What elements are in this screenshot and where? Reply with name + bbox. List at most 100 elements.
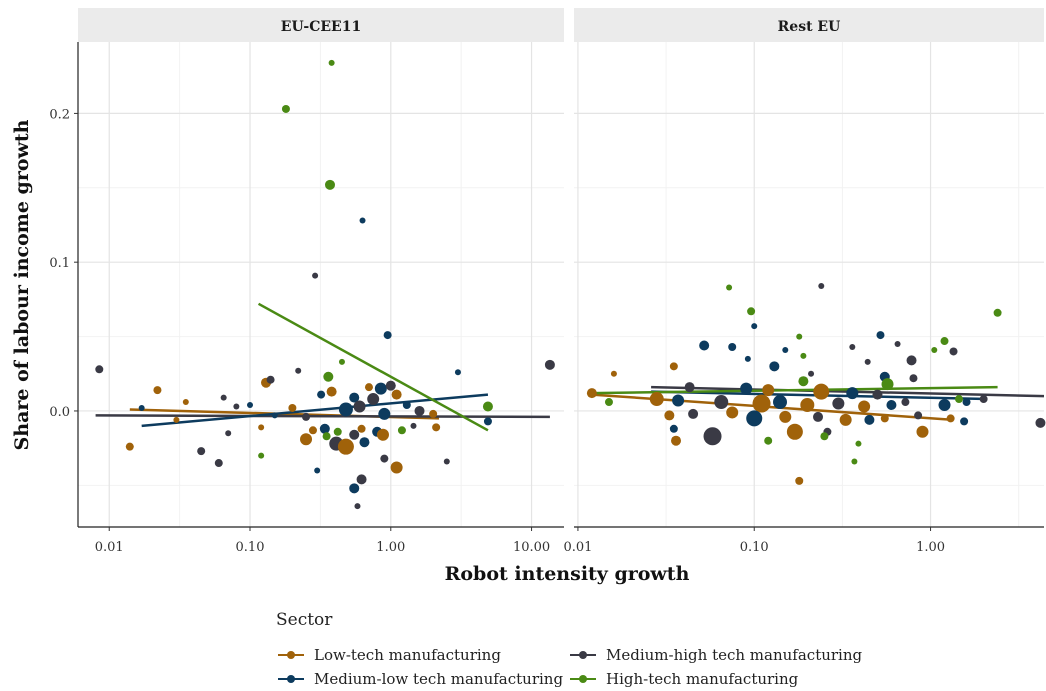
point-medium-low-tech-manufacturing	[846, 387, 859, 400]
point-low-tech-manufacturing	[173, 416, 180, 423]
point-low-tech-manufacturing	[800, 398, 815, 413]
point-medium-low-tech-manufacturing	[483, 417, 492, 426]
trend-line-high-tech-manufacturing	[257, 302, 489, 432]
point-medium-low-tech-manufacturing	[876, 331, 885, 340]
point-medium-high-tech-manufacturing	[818, 282, 825, 289]
point-low-tech-manufacturing	[779, 410, 792, 423]
grid-eu-cee11	[78, 42, 564, 527]
legend-key-medium-high-tech	[568, 644, 598, 666]
point-medium-high-tech-manufacturing	[95, 365, 104, 374]
point-medium-high-tech-manufacturing	[266, 375, 275, 384]
point-low-tech-manufacturing	[357, 424, 366, 433]
plot-area-eu-cee11	[78, 42, 564, 527]
legend-item-low-tech: Low-tech manufacturing	[276, 644, 501, 666]
panel-rest-eu: Rest EU 0.01 0.10 1.00	[563, 8, 1046, 555]
point-medium-high-tech-manufacturing	[414, 405, 425, 416]
strip-rest-eu	[574, 8, 1044, 42]
point-low-tech-manufacturing	[153, 386, 162, 395]
x-ticks-rest-eu: 0.01 0.10 1.00	[563, 527, 945, 555]
point-high-tech-manufacturing	[726, 284, 733, 291]
point-medium-high-tech-manufacturing	[864, 358, 871, 365]
point-medium-high-tech-manufacturing	[225, 430, 232, 437]
point-medium-high-tech-manufacturing	[367, 393, 380, 406]
panel-eu-cee11: EU-CEE11 0.01 0.10 1.00 10.00 0.0 0.1 0.2	[49, 8, 564, 555]
point-low-tech-manufacturing	[258, 424, 265, 431]
point-low-tech-manufacturing	[390, 461, 403, 474]
point-medium-high-tech-manufacturing	[353, 400, 366, 413]
point-low-tech-manufacturing	[649, 392, 664, 407]
legend-key-low-tech	[276, 644, 306, 666]
point-low-tech-manufacturing	[858, 400, 871, 413]
x-tick-label: 1.00	[376, 540, 405, 555]
point-medium-high-tech-manufacturing	[832, 397, 845, 410]
point-low-tech-manufacturing	[326, 386, 337, 397]
point-medium-low-tech-manufacturing	[317, 390, 326, 399]
point-medium-high-tech-manufacturing	[349, 429, 360, 440]
points-rest-eu	[586, 282, 1046, 485]
point-low-tech-manufacturing	[795, 476, 804, 485]
point-high-tech-manufacturing	[764, 436, 773, 445]
point-medium-high-tech-manufacturing	[849, 343, 856, 350]
point-medium-high-tech-manufacturing	[894, 341, 901, 348]
point-medium-high-tech-manufacturing	[703, 427, 722, 446]
point-high-tech-manufacturing	[796, 333, 803, 340]
point-medium-low-tech-manufacturing	[319, 423, 330, 434]
point-high-tech-manufacturing	[333, 427, 342, 436]
point-high-tech-manufacturing	[940, 337, 949, 346]
point-medium-low-tech-manufacturing	[402, 401, 411, 410]
point-medium-high-tech-manufacturing	[385, 380, 396, 391]
point-high-tech-manufacturing	[881, 378, 894, 391]
point-low-tech-manufacturing	[337, 438, 354, 455]
point-high-tech-manufacturing	[931, 346, 938, 353]
point-medium-low-tech-manufacturing	[247, 402, 254, 409]
point-medium-low-tech-manufacturing	[864, 414, 875, 425]
point-low-tech-manufacturing	[669, 362, 678, 371]
point-low-tech-manufacturing	[391, 389, 402, 400]
point-medium-low-tech-manufacturing	[349, 483, 360, 494]
point-low-tech-manufacturing	[752, 394, 771, 413]
legend-item-high-tech: High-tech manufacturing	[568, 668, 798, 690]
trend-line-high-tech-manufacturing	[591, 385, 998, 395]
legend-label-low-tech: Low-tech manufacturing	[314, 646, 501, 664]
point-medium-low-tech-manufacturing	[773, 395, 788, 410]
point-low-tech-manufacturing	[916, 425, 929, 438]
point-low-tech-manufacturing	[762, 384, 775, 397]
legend-label-high-tech: High-tech manufacturing	[606, 670, 799, 688]
point-medium-low-tech-manufacturing	[378, 407, 391, 420]
legend: Sector Low-tech manufacturing Medium-hig…	[276, 610, 936, 690]
points-eu-cee11	[95, 59, 555, 510]
point-low-tech-manufacturing	[664, 410, 675, 421]
point-medium-high-tech-manufacturing	[901, 398, 910, 407]
point-medium-low-tech-manufacturing	[962, 398, 971, 407]
point-high-tech-manufacturing	[322, 432, 331, 441]
point-medium-low-tech-manufacturing	[672, 394, 685, 407]
point-medium-low-tech-manufacturing	[746, 410, 763, 427]
point-low-tech-manufacturing	[182, 399, 189, 406]
point-medium-low-tech-manufacturing	[728, 342, 737, 351]
point-high-tech-manufacturing	[281, 104, 290, 113]
point-high-tech-manufacturing	[955, 395, 964, 404]
point-low-tech-manufacturing	[308, 426, 317, 435]
point-high-tech-manufacturing	[747, 307, 756, 316]
point-low-tech-manufacturing	[376, 428, 389, 441]
point-medium-high-tech-manufacturing	[220, 394, 227, 401]
point-low-tech-manufacturing	[946, 414, 955, 423]
strip-title-eu-cee11: EU-CEE11	[281, 19, 361, 35]
point-medium-low-tech-manufacturing	[359, 217, 366, 224]
point-low-tech-manufacturing	[610, 370, 617, 377]
point-low-tech-manufacturing	[300, 433, 313, 446]
point-medium-low-tech-manufacturing	[938, 399, 951, 412]
x-tick-label: 0.01	[95, 540, 124, 555]
point-medium-low-tech-manufacturing	[349, 392, 360, 403]
point-high-tech-manufacturing	[800, 352, 807, 359]
x-tick-label: 0.10	[236, 540, 265, 555]
point-low-tech-manufacturing	[813, 383, 830, 400]
point-medium-high-tech-manufacturing	[302, 412, 311, 421]
point-high-tech-manufacturing	[323, 371, 334, 382]
point-medium-high-tech-manufacturing	[949, 347, 958, 356]
plot-area-rest-eu	[574, 42, 1044, 527]
point-medium-low-tech-manufacturing	[744, 355, 751, 362]
legend-title: Sector	[276, 610, 333, 630]
point-medium-high-tech-manufacturing	[544, 359, 555, 370]
